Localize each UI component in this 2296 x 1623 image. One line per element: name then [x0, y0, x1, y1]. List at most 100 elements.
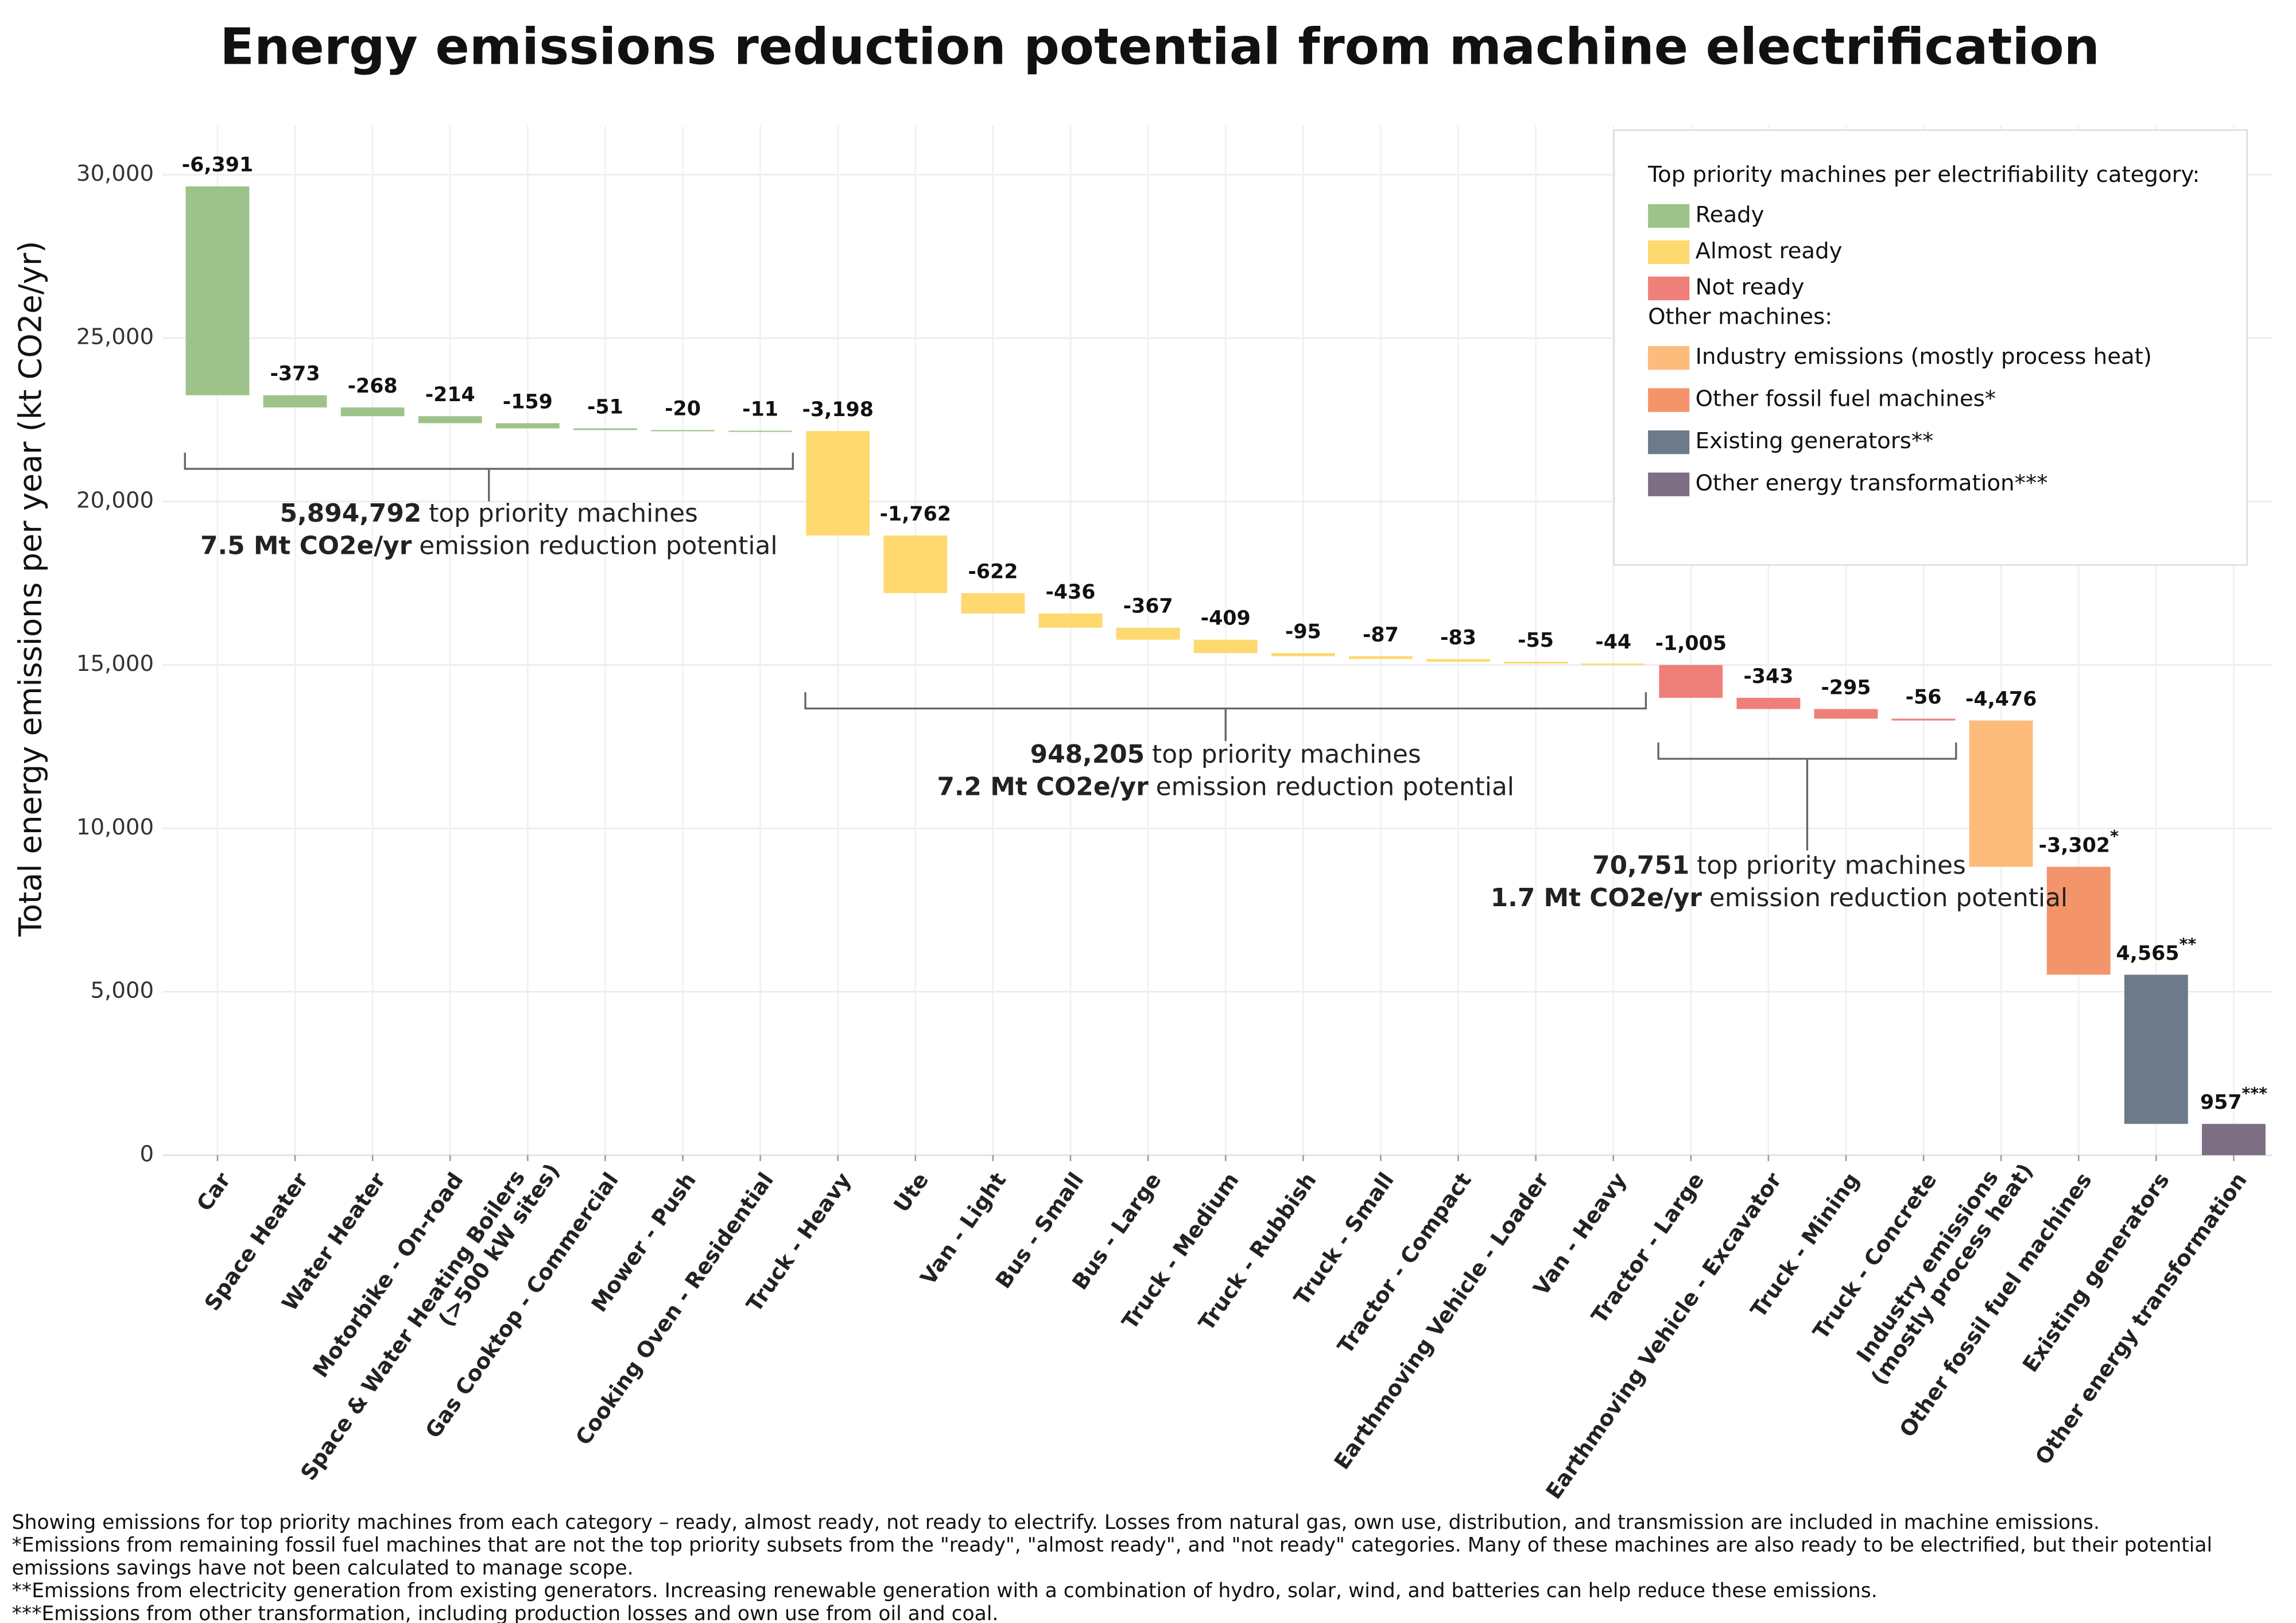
legend-label: Ready: [1696, 202, 1764, 228]
y-tick-label: 5,000: [90, 978, 154, 1004]
value-label: -55: [1518, 629, 1554, 652]
annotation-line: 70,751 top priority machines: [1592, 851, 1966, 880]
legend-swatch: [1648, 430, 1690, 455]
value-label: -1,005: [1655, 632, 1727, 655]
value-label: -44: [1595, 631, 1631, 654]
value-label: -95: [1285, 620, 1321, 643]
value-label: -4,476: [1965, 688, 2037, 710]
value-label: 4,565**: [2116, 935, 2197, 965]
y-tick-label: 10,000: [76, 814, 154, 840]
bracket: [804, 692, 1647, 741]
legend-label: Other energy transformation***: [1696, 471, 2048, 496]
bar: [418, 416, 482, 424]
y-tick-label: 30,000: [76, 161, 154, 187]
legend-title: Top priority machines per electrifiabili…: [1647, 162, 2200, 188]
annotation-reduction: 1.7 Mt CO2e/yr: [1491, 883, 1702, 913]
annotation-line: 948,205 top priority machines: [1030, 740, 1421, 769]
bar: [185, 186, 250, 395]
bar: [1969, 720, 2033, 867]
value-label: -6,391: [182, 154, 253, 177]
bracket: [184, 452, 794, 502]
annotation-count: 5,894,792: [280, 499, 422, 528]
annotation-text: top priority machines: [429, 499, 698, 528]
annotation-count: 70,751: [1592, 851, 1689, 880]
y-tick-label: 0: [140, 1141, 154, 1167]
value-label: -56: [1906, 686, 1942, 709]
annotation-line: 5,894,792 top priority machines: [280, 499, 698, 528]
legend-swatch: [1648, 346, 1690, 370]
value-label: -3,198: [802, 398, 873, 421]
annotation-line: 1.7 Mt CO2e/yr emission reduction potenti…: [1491, 883, 2068, 913]
annotation-text: top priority machines: [1697, 851, 1966, 880]
bar: [1814, 709, 1878, 719]
value-label: -51: [587, 395, 623, 418]
value-label: -1,762: [880, 503, 951, 526]
legend-label: Industry emissions (mostly process heat): [1696, 344, 2152, 370]
footnote: emissions savings have not been calculat…: [12, 1556, 634, 1579]
bar: [1271, 653, 1335, 657]
legend-label: Almost ready: [1696, 238, 1843, 264]
bar: [1426, 659, 1490, 662]
bar: [2046, 867, 2111, 975]
footnote: **Emissions from electricity generation …: [12, 1579, 1878, 1602]
y-tick-label: 20,000: [76, 487, 154, 513]
y-axis-label: Total energy emissions per year (kt CO2e…: [12, 241, 48, 937]
bar: [651, 430, 715, 432]
bar: [1659, 665, 1723, 698]
value-label: -11: [742, 398, 778, 421]
legend-box: [1613, 129, 2248, 566]
legend-label: Not ready: [1696, 274, 1805, 300]
value-label: -622: [968, 560, 1018, 583]
chart-title: Energy emissions reduction potential fro…: [220, 18, 2100, 76]
bar: [883, 535, 948, 593]
y-tick-label: 15,000: [76, 651, 154, 677]
footnote: Showing emissions for top priority machi…: [12, 1511, 2100, 1534]
legend-swatch: [1648, 204, 1690, 228]
bar: [2124, 974, 2188, 1124]
bar: [806, 431, 870, 536]
bar: [1038, 613, 1103, 628]
bar: [1891, 719, 1956, 721]
value-label: -343: [1743, 665, 1793, 688]
legend-title: Other machines:: [1648, 304, 1832, 330]
y-tick-label: 25,000: [76, 324, 154, 350]
bar: [1116, 627, 1180, 640]
value-label: -268: [348, 375, 398, 398]
value-label: -436: [1045, 581, 1095, 604]
bar: [573, 428, 637, 430]
annotation-reduction: 7.2 Mt CO2e/yr: [937, 772, 1149, 802]
bar: [1348, 656, 1413, 659]
legend-label: Existing generators**: [1696, 428, 1934, 454]
legend-swatch: [1648, 276, 1690, 301]
value-label: -159: [503, 390, 553, 413]
legend-label: Other fossil fuel machines*: [1696, 386, 1996, 412]
value-label: -83: [1440, 626, 1476, 649]
bar: [728, 430, 793, 432]
bar: [1581, 663, 1646, 665]
bar: [263, 395, 327, 407]
value-label: -373: [270, 363, 320, 386]
value-label: -3,302*: [2039, 827, 2119, 857]
legend-swatch: [1648, 472, 1690, 496]
value-label: -367: [1123, 595, 1173, 618]
footnote: ***Emissions from other transformation, …: [12, 1602, 999, 1623]
bar: [961, 593, 1025, 614]
value-label: -214: [425, 383, 475, 406]
value-label: -409: [1201, 607, 1251, 630]
annotation-line: 7.5 Mt CO2e/yr emission reduction potenti…: [200, 531, 778, 561]
bar: [1736, 697, 1801, 709]
annotation-reduction: 7.5 Mt CO2e/yr: [200, 531, 412, 561]
bar: [495, 423, 560, 429]
annotation-text: emission reduction potential: [1156, 772, 1514, 802]
value-label: 957***: [2200, 1084, 2267, 1114]
value-label: -20: [665, 397, 701, 420]
value-label: -87: [1363, 623, 1399, 646]
legend-swatch: [1648, 240, 1690, 265]
bar: [2202, 1124, 2266, 1155]
bar: [1504, 662, 1568, 664]
annotation-text: emission reduction potential: [419, 531, 777, 561]
annotation-count: 948,205: [1030, 740, 1145, 769]
value-label: -295: [1821, 676, 1871, 699]
